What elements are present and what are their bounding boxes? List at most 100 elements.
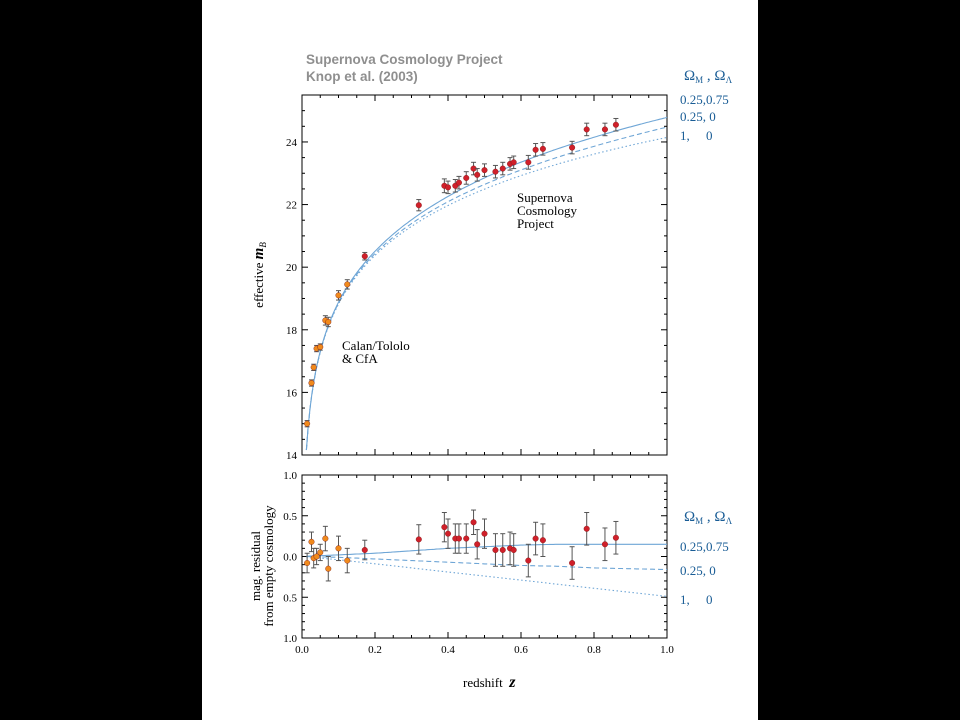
bottom-point (569, 560, 576, 567)
top-point (532, 146, 539, 153)
legend-bottom-einstein-desitter: 1, 0 (680, 592, 713, 607)
lowz-label-line1: Calan/Tololo (342, 338, 410, 353)
bottom-model-curve-dashed (306, 556, 667, 571)
top-point (335, 292, 342, 299)
legend-bottom-open: 0.25, 0 (680, 563, 716, 578)
bottom-point (441, 524, 448, 531)
legend-top-einstein-desitter: 1, 0 (680, 128, 713, 143)
scp-label-line3: Project (517, 216, 554, 231)
top-point (481, 167, 488, 174)
top-point (583, 126, 590, 133)
x-tick-label: 0.6 (514, 644, 528, 656)
top-point (415, 202, 422, 209)
bottom-point (361, 546, 368, 553)
legend-top-flat-lambda: 0.25,0.75 (680, 92, 729, 107)
x-axis-label: redshift z (447, 674, 525, 691)
scp-label-line1: Supernova (517, 190, 573, 205)
bottom-y-tick-label: 1.0 (283, 633, 297, 645)
legend-bottom-flat-lambda: 0.25,0.75 (680, 539, 729, 554)
top-point (525, 159, 532, 166)
bottom-point (445, 530, 452, 537)
bottom-model-curve-dotted (306, 556, 668, 597)
top-point (304, 420, 311, 427)
figure-title: Supernova Cosmology Project (306, 52, 503, 67)
top-point (317, 344, 324, 351)
bottom-y-tick-label: 0.0 (283, 552, 297, 564)
bottom-point (612, 534, 619, 541)
bottom-point (308, 538, 315, 545)
figure-subtitle: Knop et al. (2003) (306, 69, 418, 84)
top-model-curves (305, 116, 668, 451)
bottom-y-tick-label: 1.0 (283, 470, 297, 482)
bottom-point (481, 530, 488, 537)
x-tick-label: 0.4 (441, 644, 455, 656)
bottom-point (492, 546, 499, 553)
bottom-y-tick-label: 0.5 (283, 511, 297, 523)
top-point (361, 253, 368, 260)
bottom-point (510, 546, 517, 553)
top-model-curve-dotted (305, 136, 668, 451)
top-y-tick-label: 24 (286, 137, 298, 149)
x-tick-label: 0.2 (368, 644, 382, 656)
bottom-point (313, 553, 320, 560)
bottom-point (532, 535, 539, 542)
bottom-point (322, 535, 329, 542)
top-point (308, 380, 315, 387)
bottom-plot-frame (301, 474, 668, 639)
bottom-model-curve-solid (306, 543, 667, 557)
top-point (455, 179, 462, 186)
bottom-data-points (304, 509, 619, 582)
slide-background (202, 0, 758, 720)
top-point (499, 165, 506, 172)
legend-header-bottom: ΩM , ΩΛ (684, 509, 733, 526)
x-tick-label: 0.8 (587, 644, 601, 656)
x-tick-label: 0.0 (295, 644, 309, 656)
legend-top-open: 0.25, 0 (680, 109, 716, 124)
scp-label-line2: Cosmology (517, 203, 577, 218)
top-point (445, 184, 452, 191)
top-y-tick-label: 20 (286, 262, 298, 274)
lowz-label-line2: & CfA (342, 351, 378, 366)
top-model-curve-dashed (305, 126, 668, 450)
top-point (463, 174, 470, 181)
bottom-model-curves (306, 543, 668, 597)
top-model-curve-solid (305, 116, 668, 450)
top-axis-ticks: 14 16 18 20 22 24 (286, 95, 668, 462)
top-point (492, 168, 499, 175)
top-y-tick-label: 14 (286, 450, 298, 462)
bottom-point (601, 541, 608, 548)
bottom-point (455, 535, 462, 542)
bottom-point (325, 565, 332, 572)
bottom-point (304, 560, 311, 567)
top-point (474, 171, 481, 178)
top-point (539, 145, 546, 152)
bottom-y-tick-label: 0.5 (283, 592, 297, 604)
bottom-point (474, 541, 481, 548)
top-point (344, 281, 351, 288)
top-y-tick-label: 18 (286, 325, 298, 337)
bottom-point (583, 525, 590, 532)
bottom-y-axis-label-line2: from empty cosmology (261, 505, 276, 627)
top-point (510, 159, 517, 166)
bottom-axis-ticks: 1.00.50.00.51.00.0 0.2 0.4 0.6 0.8 1.0 (283, 470, 674, 656)
bottom-point (525, 557, 532, 564)
top-point (569, 144, 576, 151)
bottom-y-axis-label-line1: mag. residual (248, 531, 263, 601)
top-data-points (304, 117, 619, 428)
top-y-tick-label: 16 (286, 387, 298, 399)
bottom-point (344, 557, 351, 564)
bottom-point (317, 549, 324, 556)
bottom-point (499, 546, 506, 553)
top-point (310, 364, 317, 371)
top-y-axis-label: effective mB (251, 242, 268, 308)
x-tick-label: 1.0 (660, 644, 674, 656)
bottom-point (470, 519, 477, 526)
legend-header-top: ΩM , ΩΛ (684, 68, 733, 85)
bottom-point (415, 536, 422, 543)
top-point (601, 126, 608, 133)
top-y-tick-label: 22 (286, 200, 297, 212)
bottom-point (539, 537, 546, 544)
top-point (612, 121, 619, 128)
top-point (325, 318, 332, 325)
